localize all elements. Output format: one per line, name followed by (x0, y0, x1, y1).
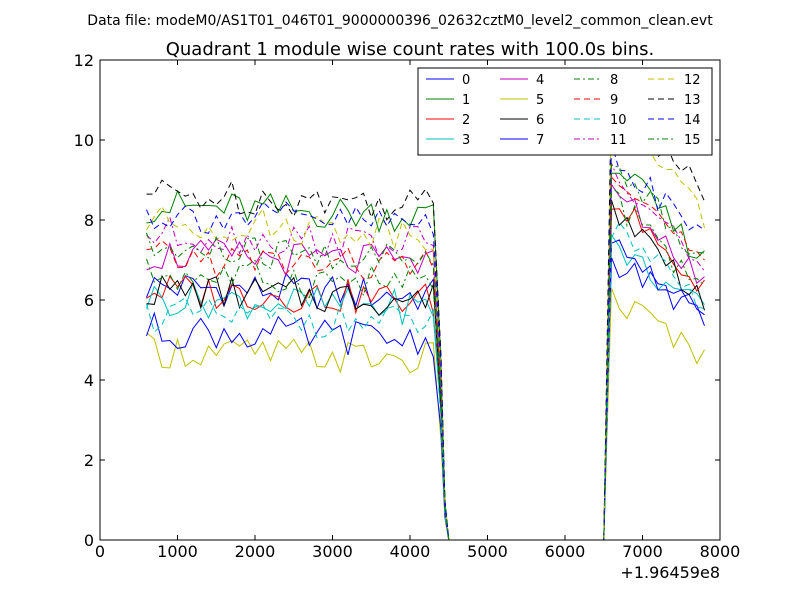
legend-label-3: 3 (462, 133, 470, 148)
series-line-12 (146, 103, 705, 541)
y-tick-label: 6 (84, 291, 94, 310)
y-tick-label: 8 (84, 211, 94, 230)
y-tick-label: 10 (74, 131, 94, 150)
series-line-5 (146, 287, 705, 541)
series-line-15 (146, 164, 705, 541)
y-tick-label: 12 (74, 51, 94, 70)
y-tick-label: 0 (84, 531, 94, 550)
data-file-label: Data file: modeM0/AS1T01_046T01_90000003… (87, 13, 713, 29)
series-line-2 (146, 207, 705, 541)
legend-label-8: 8 (610, 73, 618, 88)
chart-title: Quadrant 1 module wise count rates with … (166, 39, 655, 60)
legend-label-10: 10 (610, 113, 627, 128)
series-line-14 (146, 142, 705, 541)
legend-label-4: 4 (536, 73, 544, 88)
legend-label-9: 9 (610, 93, 618, 108)
series-line-11 (146, 163, 705, 541)
legend-label-7: 7 (536, 133, 544, 148)
y-tick-label: 4 (84, 371, 94, 390)
series-line-0 (146, 257, 705, 541)
legend-label-1: 1 (462, 93, 470, 108)
x-offset-label: +1.96459e8 (620, 563, 720, 582)
x-tick-label: 8000 (700, 542, 741, 561)
legend-label-6: 6 (536, 113, 544, 128)
x-tick-label: 6000 (545, 542, 586, 561)
series-line-9 (146, 175, 705, 541)
series-line-10 (146, 221, 705, 541)
legend-label-14: 14 (684, 113, 701, 128)
legend-label-11: 11 (610, 133, 627, 148)
x-tick-label: 0 (95, 542, 105, 561)
x-tick-label: 5000 (467, 542, 508, 561)
legend-label-2: 2 (462, 113, 470, 128)
legend-label-0: 0 (462, 73, 470, 88)
y-tick-label: 2 (84, 451, 94, 470)
legend-label-13: 13 (684, 93, 701, 108)
x-tick-label: 3000 (312, 542, 353, 561)
series-line-7 (146, 239, 705, 541)
x-tick-label: 1000 (157, 542, 198, 561)
legend-label-5: 5 (536, 93, 544, 108)
plot-lines (146, 82, 705, 541)
x-tick-label: 2000 (235, 542, 276, 561)
series-line-8 (146, 186, 705, 541)
x-tick-label: 7000 (622, 542, 663, 561)
series-line-4 (146, 182, 705, 541)
series-line-1 (146, 172, 705, 541)
axis-ticks: 0 1000 2000 3000 4000 5000 6000 7000 80000246810… (74, 51, 741, 561)
legend-label-12: 12 (684, 73, 701, 88)
x-tick-label: 4000 (390, 542, 431, 561)
legend-box (417, 67, 713, 156)
legend-label-15: 15 (684, 133, 701, 148)
